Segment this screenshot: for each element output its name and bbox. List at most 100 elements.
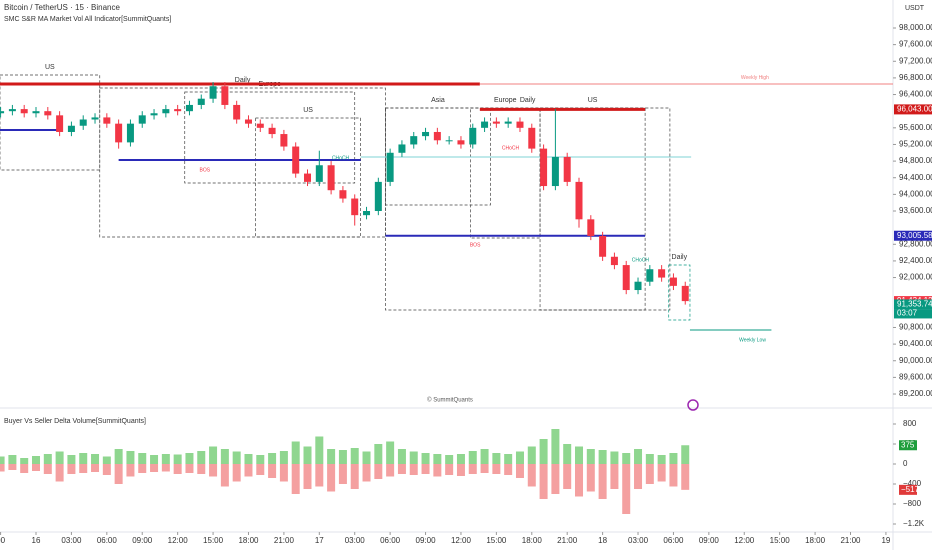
- sell-volume-bar: [338, 464, 347, 484]
- buy-volume-bar: [504, 454, 513, 464]
- y-tick-label: 98,000.00: [899, 23, 932, 32]
- buy-volume-bar: [386, 441, 395, 464]
- buy-volume-bar: [681, 445, 690, 464]
- buy-volume-bar: [527, 446, 536, 464]
- y-tick-label: 89,600.00: [899, 372, 932, 381]
- price-label: 93,005.58: [897, 231, 932, 240]
- buy-volume-bar: [173, 454, 182, 464]
- y-tick-label: 90,400.00: [899, 339, 932, 348]
- x-tick-label: 21:00: [840, 536, 861, 545]
- sell-volume-bar: [79, 464, 88, 473]
- sell-volume-bar: [67, 464, 76, 474]
- y-tick-label: 90,800.00: [899, 323, 932, 332]
- buy-volume-bar: [551, 429, 560, 464]
- x-tick-label: 09:00: [132, 536, 153, 545]
- candle-body: [481, 121, 489, 128]
- buy-volume-bar: [610, 451, 619, 464]
- buy-volume-bar: [586, 449, 595, 464]
- sell-volume-bar: [468, 464, 477, 474]
- buy-volume-bar: [256, 455, 265, 464]
- buy-volume-bar: [161, 454, 170, 464]
- y-tick-label: 92,800.00: [899, 239, 932, 248]
- candle-body: [0, 111, 5, 114]
- sell-volume-bar: [114, 464, 123, 484]
- x-tick-label: 03:00: [345, 536, 366, 545]
- buy-volume-bar: [185, 453, 194, 464]
- sell-volume-bar: [268, 464, 277, 478]
- sell-volume-bar: [138, 464, 147, 473]
- buy-volume-bar: [220, 449, 229, 464]
- sell-volume-bar: [480, 464, 489, 473]
- buy-volume-bar: [327, 449, 336, 464]
- candle-body: [445, 140, 453, 142]
- buy-volume-bar: [32, 456, 41, 464]
- buy-volume-bar: [563, 444, 572, 464]
- x-tick-label: 06:00: [380, 536, 401, 545]
- buy-volume-bar: [303, 446, 312, 464]
- buy-volume-bar: [338, 450, 347, 464]
- session-box: [0, 74, 101, 171]
- x-tick-label: 21:00: [557, 536, 578, 545]
- price-label-box: [894, 299, 932, 310]
- sell-volume-bar: [492, 464, 501, 474]
- sell-volume-bar: [421, 464, 430, 474]
- x-tick-label: 03:00: [61, 536, 82, 545]
- x-tick-label: 15:00: [203, 536, 224, 545]
- delta-y-tick-label: −1.2K: [903, 519, 925, 528]
- delta-y-tick-label: 800: [903, 419, 917, 428]
- sell-volume-bar: [220, 464, 229, 487]
- x-tick-label: 16: [32, 536, 41, 545]
- sell-volume-bar: [256, 464, 265, 475]
- y-tick-label: 95,600.00: [899, 123, 932, 132]
- buy-volume-bar: [150, 455, 159, 464]
- sell-volume-bar: [657, 464, 666, 482]
- watermark: © SummitQuants: [427, 397, 473, 404]
- sell-volume-bar: [610, 464, 619, 489]
- buy-volume-bar: [268, 453, 277, 464]
- buy-volume-bar: [539, 439, 548, 464]
- price-label-box: [894, 230, 932, 241]
- buy-volume-bar: [138, 453, 147, 464]
- y-tick-label: 94,400.00: [899, 173, 932, 182]
- sell-volume-bar: [173, 464, 182, 474]
- candle-body: [646, 269, 654, 282]
- buy-volume-bar: [91, 454, 100, 464]
- candle-body: [386, 152, 394, 182]
- session-label: US: [45, 64, 55, 71]
- candle-body: [622, 265, 630, 291]
- buy-volume-bar: [67, 455, 76, 464]
- candle-body: [469, 127, 477, 145]
- sell-volume-bar: [669, 464, 678, 487]
- price-label: 96,043.00: [897, 105, 932, 114]
- session-box: [668, 264, 691, 321]
- buy-volume-bar: [575, 446, 584, 464]
- buy-volume-bar: [480, 449, 489, 464]
- candle-body: [244, 119, 252, 124]
- buy-volume-bar: [362, 451, 371, 464]
- buy-volume-bar: [598, 450, 607, 464]
- candle-body: [126, 123, 134, 143]
- sell-volume-bar: [386, 464, 395, 477]
- x-tick-label: 00: [0, 536, 6, 545]
- buy-volume-bar: [209, 446, 218, 464]
- sell-volume-bar: [185, 464, 194, 473]
- y-tick-label: 94,800.00: [899, 156, 932, 165]
- sell-volume-bar: [433, 464, 442, 477]
- sell-volume-bar: [681, 464, 690, 490]
- sell-volume-bar: [563, 464, 572, 489]
- buy-volume-bar: [232, 451, 241, 464]
- sell-volume-bar: [209, 464, 218, 477]
- candle-body: [150, 113, 158, 116]
- annotation: CHoCH: [332, 155, 350, 161]
- session-label: Europe: [494, 97, 517, 104]
- y-tick-label: 92,400.00: [899, 256, 932, 265]
- sell-volume-bar: [350, 464, 359, 489]
- x-tick-label: 18:00: [805, 536, 826, 545]
- y-tick-label: 97,600.00: [899, 40, 932, 49]
- sell-volume-bar: [645, 464, 654, 484]
- candle-body: [339, 190, 347, 199]
- sell-volume-bar: [409, 464, 418, 475]
- sell-volume-bar: [504, 464, 513, 475]
- countdown: 03:07: [897, 309, 918, 318]
